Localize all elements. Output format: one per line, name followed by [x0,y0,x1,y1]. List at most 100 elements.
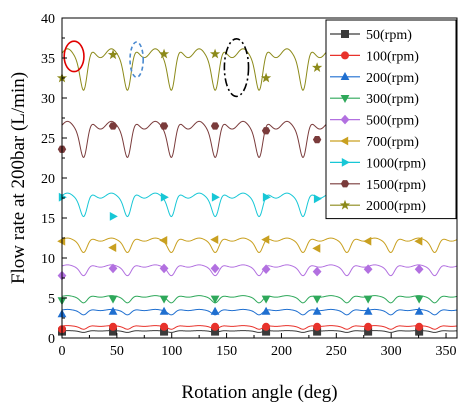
data-point [313,194,322,204]
x-tick-label: 150 [216,344,237,359]
annotation-layer [63,37,250,98]
annotation-ellipse [129,41,144,79]
data-point [261,295,271,304]
y-tick-label: 20 [41,172,55,187]
data-point [109,212,118,221]
data-point [58,192,67,202]
data-point [363,264,373,274]
legend-marker [341,51,349,60]
series-line [61,295,458,304]
data-point [414,264,424,274]
data-point [210,122,220,130]
annotation-ellipse [63,40,85,73]
data-point [160,322,169,331]
legend-label: 1500(rpm) [366,178,426,193]
series-line [61,237,458,253]
legend-label: 100(rpm) [366,49,419,64]
data-point [260,72,272,83]
legend-marker [340,180,350,188]
data-point [109,327,118,336]
legend-marker [340,136,349,146]
data-point [312,295,322,304]
data-point [261,127,271,135]
data-point [261,264,271,274]
data-point [159,122,169,130]
data-point [262,322,271,331]
x-tick-label: 350 [436,344,457,359]
data-point [108,243,117,252]
data-point [363,295,373,304]
data-point [364,327,373,336]
legend-marker [341,30,349,38]
data-point [211,322,220,331]
legend-marker [340,114,350,125]
data-point [107,49,119,60]
x-tick-label: 300 [381,344,402,359]
data-point [364,322,373,331]
legend-label: 700(rpm) [366,135,419,150]
data-point [363,306,373,315]
x-tick-label: 0 [59,344,66,359]
legend-marker [339,199,351,210]
x-tick-label: 50 [110,344,124,359]
data-point [414,295,424,304]
data-point [414,306,424,315]
data-point [108,122,118,130]
data-point [158,48,170,59]
data-point [414,236,423,246]
y-axis-title: Flow rate at 200bar (L/min) [8,72,29,284]
y-tick-label: 35 [41,52,55,67]
legend-label: 1000(rpm) [366,156,426,171]
series-3 [57,295,458,306]
series-2 [57,306,458,318]
annotation-ellipse [223,37,250,98]
legend-label: 200(rpm) [366,71,419,86]
data-point [211,327,220,336]
series-line [61,308,458,316]
series-5 [57,235,458,253]
data-point [210,263,220,274]
data-point [109,322,118,331]
data-point [57,236,66,246]
data-point [108,295,118,304]
legend: 50(rpm) 100(rpm) 200(rpm) 300(rpm) 500(rpm) 7… [325,19,457,220]
series-line [61,330,458,333]
data-point [108,263,118,274]
y-tick-label: 15 [41,212,55,227]
data-point [210,306,220,315]
data-point [261,306,271,315]
legend-marker [340,95,350,103]
legend-marker [341,158,350,167]
y-tick-label: 0 [48,332,55,347]
data-point [262,192,271,202]
data-point [211,192,220,202]
legend-label: 50(rpm) [366,28,412,43]
data-point [159,295,169,304]
data-point [312,266,322,277]
legend-label: 300(rpm) [366,92,419,107]
data-point [209,48,221,59]
data-point [210,295,220,304]
data-point [415,322,424,331]
data-point [313,327,322,336]
y-tick-label: 40 [41,12,55,27]
data-point [311,62,323,72]
data-point [312,306,322,315]
x-tick-label: 200 [271,344,292,359]
y-tick-label: 10 [41,252,55,267]
data-point [312,244,321,253]
data-point [160,327,169,336]
data-point [108,306,118,315]
legend-label: 2000(rpm) [366,199,426,214]
data-point [313,322,322,331]
y-tick-label: 25 [41,132,55,147]
legend-label: 500(rpm) [366,114,419,129]
series-line [61,264,458,277]
data-point [415,327,424,336]
data-point [312,135,322,144]
data-point [159,263,169,274]
data-point [261,235,270,244]
x-tick-label: 100 [161,344,182,359]
legend-marker [340,72,350,80]
